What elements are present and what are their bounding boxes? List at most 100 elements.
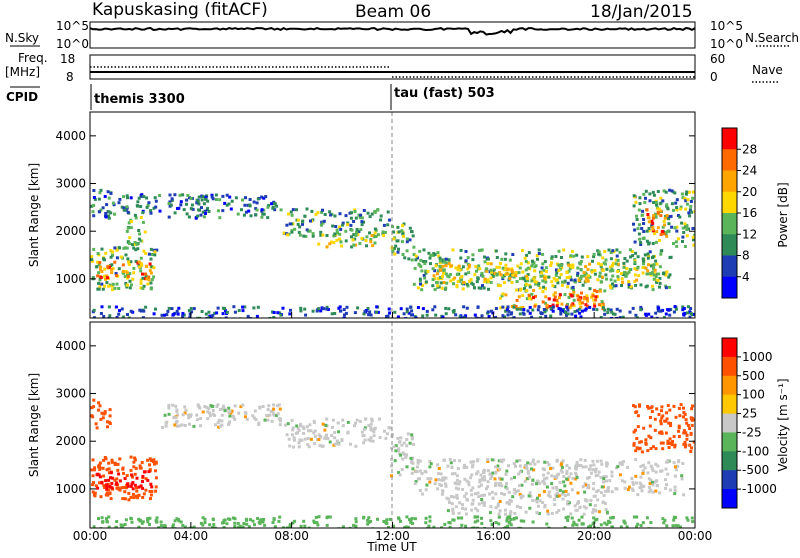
- noise-tick-bottom-left: 10^0: [56, 37, 89, 51]
- power-colorbar-segment: [722, 170, 737, 193]
- noise-sky-line: [89, 26, 696, 36]
- scatter-region-0: [90, 398, 112, 430]
- freq-label-1: Freq.: [18, 51, 48, 65]
- power-colorbar-tick: 8: [742, 249, 750, 263]
- velocity-colorbar-segment: [722, 489, 737, 509]
- time-axis: 00:00 04:00 08:00 12:00 16:00 20:00 00:00: [73, 312, 713, 543]
- velocity-ylabel: Slant Range [km]: [27, 373, 41, 477]
- power-colorbar-segment: [722, 276, 737, 299]
- velocity-ytick-label: 3000: [55, 387, 86, 401]
- power-panel: 1000 2000 3000 4000 Slant Range [km] 28 24 20…: [27, 111, 790, 319]
- power-ytick-label: 4000: [55, 129, 86, 143]
- velocity-colorbar-segment: [722, 432, 737, 452]
- time-tick-label: 08:00: [274, 529, 309, 543]
- scatter-region-3: [96, 260, 153, 282]
- time-axis-label: Time UT: [366, 540, 417, 554]
- freq-panel: Freq. [MHz] 18 8 60 0 Nave: [5, 51, 783, 84]
- scatter-region-3: [161, 403, 282, 429]
- date-title: 18/Jan/2015: [590, 2, 693, 22]
- velocity-colorbar-tick: 500: [742, 369, 765, 383]
- power-colorbar-segment: [722, 191, 737, 214]
- velocity-colorbar-segment: [722, 338, 737, 358]
- noise-right-label: N.Search: [745, 31, 799, 45]
- freq-tick-top: 18: [60, 52, 75, 66]
- noise-tick-top-left: 10^5: [56, 19, 89, 33]
- power-colorbar-tick: 28: [742, 142, 757, 156]
- power-colorbar-segment: [722, 213, 737, 235]
- freq-label-2: [MHz]: [5, 65, 40, 79]
- scatter-region-7: [317, 231, 377, 249]
- scatter-region-15: [91, 305, 695, 318]
- noise-tick-bottom-right: 10^0: [710, 37, 743, 51]
- station-title: Kapuskasing (fitACF): [92, 0, 268, 20]
- velocity-ytick-label: 1000: [55, 482, 86, 496]
- scatter-region-13: [632, 188, 695, 248]
- power-colorbar-tick: 12: [742, 227, 757, 241]
- scatter-region-9: [92, 515, 695, 528]
- power-colorbar-segment: [722, 255, 737, 278]
- noise-left-label: N.Sky: [5, 31, 39, 45]
- velocity-colorbar-segment: [722, 394, 737, 415]
- scatter-region-7: [445, 493, 609, 516]
- velocity-colorbar-tick: -25: [742, 425, 762, 439]
- scatter-region-2: [90, 246, 159, 292]
- scatter-region-5: [167, 193, 283, 220]
- velocity-colorbar-segment: [722, 375, 737, 396]
- noise-panel: N.Sky 10^5 10^0 10^5 10^0 N.Search: [5, 19, 799, 51]
- scatter-region-8: [390, 222, 416, 262]
- scatter-region-4: [284, 417, 393, 449]
- nave-label: Nave: [752, 63, 783, 77]
- velocity-colorbar-segment: [722, 356, 737, 377]
- power-ylabel: Slant Range [km]: [27, 163, 41, 267]
- power-colorbar-tick: 20: [742, 185, 757, 199]
- cpid-program-2: tau (fast) 503: [394, 86, 495, 101]
- scatter-region-0: [90, 188, 126, 220]
- velocity-panel: 1000 2000 3000 4000 Slant Range [km] 1000 50…: [27, 321, 790, 529]
- time-tick-label: 12:00: [375, 529, 410, 543]
- power-colorbar-segment: [722, 234, 737, 256]
- time-tick-label: 20:00: [577, 529, 612, 543]
- power-ytick-label: 2000: [55, 224, 86, 238]
- time-tick-label: 00:00: [678, 529, 713, 543]
- power-ytick-label: 3000: [55, 177, 86, 191]
- noise-tick-top-right: 10^5: [710, 19, 743, 33]
- velocity-colorbar-segment: [722, 451, 737, 471]
- time-tick-label: 16:00: [476, 529, 511, 543]
- velocity-colorbar-tick: -500: [742, 463, 769, 477]
- scatter-region-2: [95, 470, 154, 491]
- velocity-colorbar-label: Velocity [m s⁻¹]: [776, 378, 790, 471]
- scatter-region-14: [645, 207, 669, 238]
- nave-tick-bottom: 0: [710, 70, 718, 84]
- velocity-colorbar-tick: -1000: [742, 482, 777, 496]
- scatter-region-4: [125, 213, 147, 250]
- power-colorbar-segment: [722, 128, 737, 150]
- power-colorbar-tick: 24: [742, 164, 757, 178]
- velocity-colorbar-tick: 1000: [742, 350, 773, 364]
- velocity-ytick-label: 2000: [55, 434, 86, 448]
- freq-tick-bottom: 8: [66, 70, 74, 84]
- power-ytick-label: 1000: [55, 272, 86, 286]
- velocity-colorbar-segment: [722, 470, 737, 490]
- power-colorbar-label: Power [dB]: [776, 182, 790, 247]
- power-colorbar-tick: 16: [742, 206, 757, 220]
- scatter-region-6: [413, 457, 686, 497]
- velocity-colorbar-segment: [722, 413, 737, 433]
- beam-title: Beam 06: [355, 2, 431, 22]
- cpid-label: CPID: [6, 90, 38, 104]
- scatter-region-1: [123, 193, 162, 215]
- velocity-colorbar-tick: 25: [742, 407, 757, 421]
- scatter-region-5: [390, 432, 416, 478]
- scatter-region-10: [431, 262, 660, 285]
- scatter-region-8: [632, 403, 695, 454]
- velocity-colorbar-tick: -100: [742, 444, 769, 458]
- nave-tick-top: 60: [710, 52, 725, 66]
- velocity-ytick-label: 4000: [55, 339, 86, 353]
- time-tick-label: 04:00: [174, 529, 209, 543]
- power-colorbar-tick: 4: [742, 270, 750, 284]
- velocity-colorbar-tick: 100: [742, 388, 765, 402]
- power-colorbar-segment: [722, 149, 737, 171]
- cpid-program-1: themis 3300: [94, 92, 185, 107]
- time-tick-label: 00:00: [73, 529, 108, 543]
- scatter-region-12: [532, 293, 598, 308]
